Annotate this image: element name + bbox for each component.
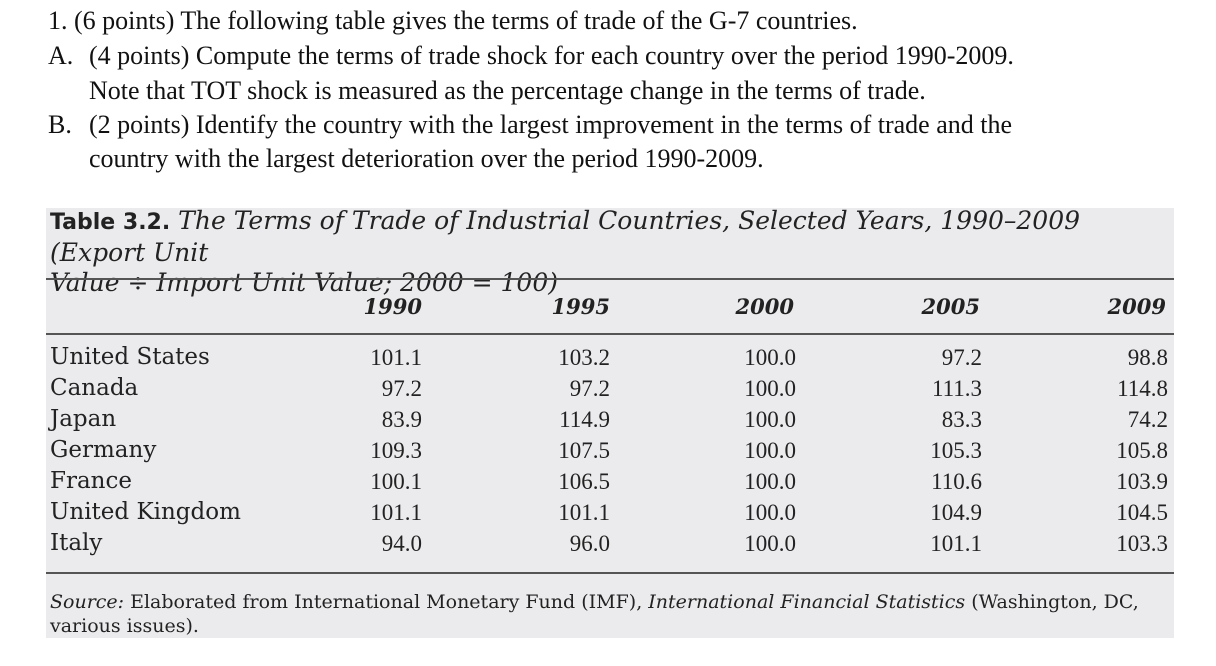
table-cell: 97.2 bbox=[381, 376, 422, 401]
table-cell: 83.3 bbox=[941, 407, 982, 432]
table-cell: 94.0 bbox=[381, 531, 422, 556]
row-label-france: France bbox=[50, 468, 132, 494]
table-cell: 111.3 bbox=[931, 376, 982, 401]
part-a-line-1: (4 points) Compute the terms of trade sh… bbox=[89, 41, 1014, 70]
table-cell: 83.9 bbox=[381, 407, 422, 432]
table-cell: 100.0 bbox=[744, 500, 796, 525]
table-header-rule bbox=[46, 333, 1174, 335]
table-cell: 100.0 bbox=[744, 407, 796, 432]
table-cell: 101.1 bbox=[370, 345, 422, 370]
table-cell: 104.5 bbox=[1116, 500, 1168, 525]
source-text-1: Elaborated from International Monetary F… bbox=[124, 591, 649, 613]
table-cell: 97.2 bbox=[941, 345, 982, 370]
source-text-3: various issues). bbox=[50, 615, 199, 637]
table-cell: 101.1 bbox=[930, 531, 982, 556]
table-cell: 100.0 bbox=[744, 438, 796, 463]
table-caption-line-2: Value ÷ Import Unit Value; 2000 = 100) bbox=[50, 268, 558, 297]
part-b-line-1: (2 points) Identify the country with the… bbox=[89, 110, 1012, 139]
table-cell: 100.1 bbox=[370, 469, 422, 494]
table-cell: 100.0 bbox=[744, 469, 796, 494]
table-cell: 101.1 bbox=[370, 500, 422, 525]
table-cell: 74.2 bbox=[1127, 407, 1168, 432]
table-cell: 100.0 bbox=[744, 345, 796, 370]
header-year-1: 1995 bbox=[551, 294, 610, 319]
table-cell: 101.1 bbox=[558, 500, 610, 525]
header-year-0: 1990 bbox=[363, 294, 422, 319]
table-cell: 110.6 bbox=[931, 469, 982, 494]
table-cell: 97.2 bbox=[569, 376, 610, 401]
row-label-united-states: United States bbox=[50, 344, 210, 370]
table-cell: 98.8 bbox=[1127, 345, 1168, 370]
table-cell: 96.0 bbox=[569, 531, 610, 556]
table-label: Table 3.2. bbox=[50, 210, 171, 235]
table-caption-line-1: The Terms of Trade of Industrial Countri… bbox=[50, 206, 1081, 267]
table-cell: 104.9 bbox=[930, 500, 982, 525]
table-cell: 103.3 bbox=[1116, 531, 1168, 556]
table-cell: 114.8 bbox=[1117, 376, 1168, 401]
table-cell: 100.0 bbox=[744, 376, 796, 401]
table-cell: 103.2 bbox=[558, 345, 610, 370]
row-label-canada: Canada bbox=[50, 375, 139, 401]
row-label-united-kingdom: United Kingdom bbox=[50, 499, 241, 525]
row-label-germany: Germany bbox=[50, 437, 157, 463]
header-year-3: 2005 bbox=[921, 294, 980, 319]
row-label-japan: Japan bbox=[50, 406, 117, 432]
source-label: Source: bbox=[50, 591, 125, 613]
table-top-rule bbox=[46, 278, 1174, 280]
table-cell: 103.9 bbox=[1116, 469, 1168, 494]
table-cell: 105.8 bbox=[1116, 438, 1168, 463]
table-cell: 105.3 bbox=[930, 438, 982, 463]
source-title: International Financial Statistics bbox=[648, 591, 966, 613]
source-text-2: (Washington, DC, bbox=[965, 591, 1139, 613]
part-a-letter: A. bbox=[48, 41, 74, 70]
table-bottom-rule bbox=[46, 572, 1174, 574]
part-b-line-2: country with the largest deterioration o… bbox=[89, 144, 764, 173]
row-label-italy: Italy bbox=[50, 530, 103, 556]
table-cell: 109.3 bbox=[370, 438, 422, 463]
question-intro: 1. (6 points) The following table gives … bbox=[48, 6, 858, 35]
table-source-note: Source: Elaborated from International Mo… bbox=[50, 590, 1180, 638]
table-cell: 106.5 bbox=[558, 469, 610, 494]
header-year-2: 2000 bbox=[735, 294, 794, 319]
table-cell: 107.5 bbox=[558, 438, 610, 463]
part-a-line-2: Note that TOT shock is measured as the p… bbox=[89, 76, 926, 105]
table-cell: 114.9 bbox=[559, 407, 610, 432]
header-year-4: 2009 bbox=[1107, 294, 1166, 319]
part-b-letter: B. bbox=[48, 110, 72, 139]
table-cell: 100.0 bbox=[744, 531, 796, 556]
table-caption: Table 3.2. The Terms of Trade of Industr… bbox=[50, 206, 1170, 298]
